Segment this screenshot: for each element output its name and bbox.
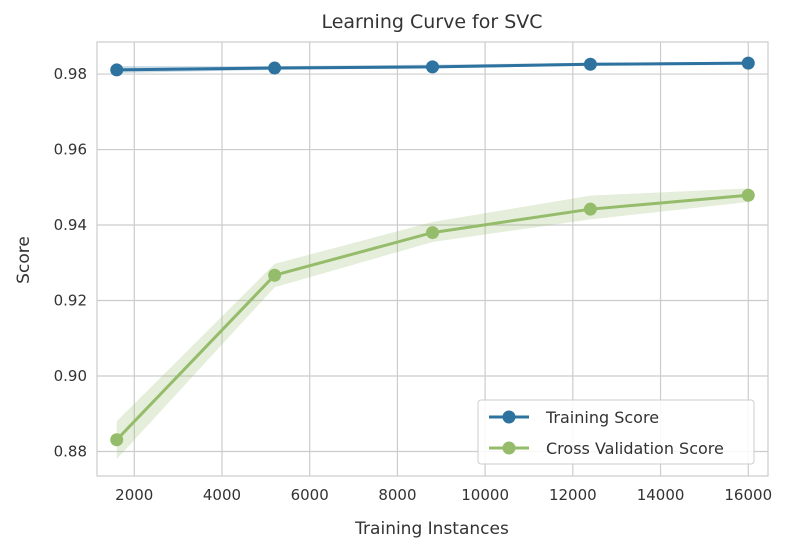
y-tick-label: 0.98 (54, 65, 87, 83)
training-data-point (583, 57, 597, 71)
x-tick-label: 8000 (378, 486, 416, 504)
y-tick-label: 0.94 (54, 216, 87, 234)
training-data-point (426, 60, 439, 74)
x-tick-label: 14000 (637, 486, 685, 504)
cv-data-point (741, 188, 755, 202)
y-axis-title: Score (14, 236, 34, 284)
y-tick-label: 0.96 (54, 141, 87, 159)
x-tick-label: 16000 (724, 486, 772, 504)
legend-cv-marker (502, 441, 516, 455)
x-tick-label: 2000 (115, 486, 153, 504)
x-tick-label: 10000 (461, 486, 509, 504)
y-tick-labels: 0.88 0.90 0.92 0.94 0.96 0.98 (54, 65, 87, 460)
x-tick-labels: 2000 4000 6000 8000 10000 12000 14000 16000 (115, 486, 772, 504)
cv-data-point (110, 433, 124, 447)
x-tick-label: 4000 (203, 486, 241, 504)
training-data-point (268, 61, 282, 75)
cv-data-point (426, 226, 439, 240)
cv-data-point (583, 202, 597, 216)
legend-box (477, 399, 755, 465)
legend-training-label: Training Score (545, 408, 659, 427)
y-tick-label: 0.92 (54, 292, 87, 310)
training-data-point (741, 56, 755, 70)
legend: Training Score Cross Validation Score (477, 399, 755, 465)
legend-training-marker (502, 410, 516, 424)
x-tick-label: 6000 (291, 486, 329, 504)
x-axis-title: Training Instances (354, 519, 509, 539)
chart-title: Learning Curve for SVC (321, 11, 542, 33)
cv-data-point (268, 268, 282, 282)
y-tick-label: 0.88 (54, 442, 87, 460)
series-points (110, 56, 755, 447)
x-tick-label: 12000 (549, 486, 597, 504)
legend-cv-label: Cross Validation Score (546, 439, 724, 458)
y-tick-label: 0.90 (54, 367, 87, 385)
training-data-point (110, 63, 124, 77)
